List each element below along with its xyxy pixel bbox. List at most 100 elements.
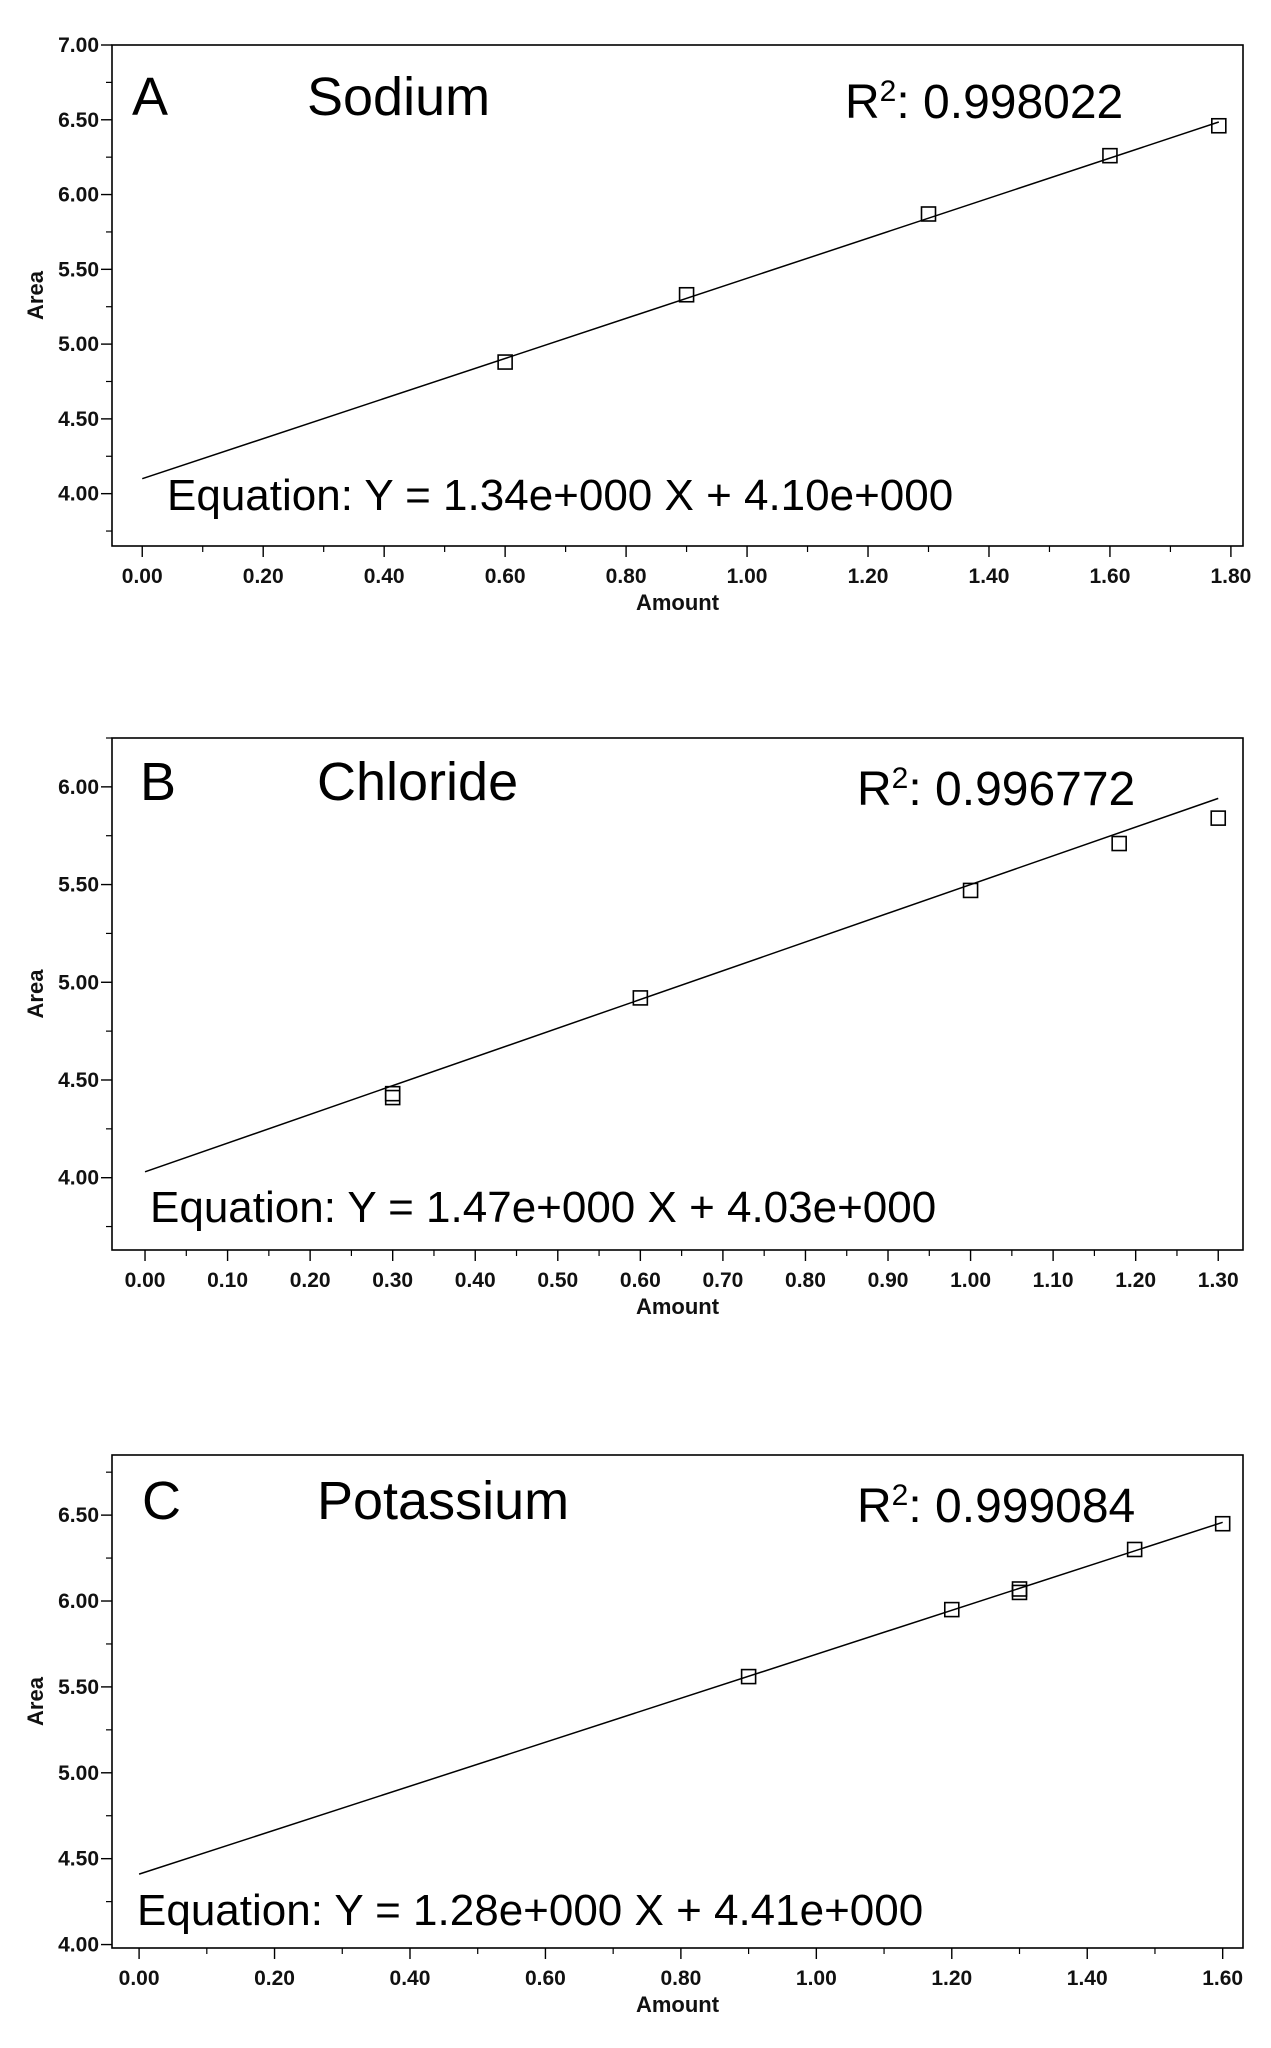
x-tick-label: 1.40 [1067,1967,1108,1990]
x-tick-label: 1.40 [969,565,1010,588]
y-tick-label: 4.50 [58,1848,99,1871]
chart-panel-a: 0.00 0.20 0.40 0.60 0.80 1.00 1.20 1.40 1.60 1.80… [23,34,1251,615]
y-tick-label: 6.00 [58,184,99,207]
panel-letter: A [132,67,168,127]
x-tick-label: 0.00 [119,1967,160,1990]
x-tick-label: 1.60 [1202,1967,1243,1990]
r-squared-superscript: 2 [892,762,909,795]
x-tick-label: 0.60 [485,565,526,588]
chart-title: Potassium [317,1471,569,1531]
x-tick-label: 0.90 [868,1269,909,1292]
data-point [678,286,695,303]
y-tick-label: 5.50 [58,258,99,281]
x-tick-label: 0.80 [606,565,647,588]
y-tick-label: 4.50 [58,408,99,431]
data-point [384,1085,401,1102]
chart-panel-b: 0.00 0.10 0.20 0.30 0.40 0.50 0.60 0.70 0.80 0.90… [23,737,1244,1319]
data-point [1211,117,1227,134]
y-tick-label: 6.00 [58,1590,99,1613]
r-squared-superscript: 2 [892,1479,909,1512]
data-point [1102,147,1118,164]
x-tick-label: 0.40 [364,565,405,588]
y-axis-title: Area [23,270,48,320]
y-tick-label: 5.00 [58,971,99,994]
data-point [1126,1541,1143,1558]
y-tick-label: 7.00 [58,34,99,57]
y-axis-title: Area [23,1676,48,1726]
r-squared-value: : 0.996772 [908,763,1135,816]
y-tick-label: 5.50 [58,874,99,897]
regression-equation: Equation: Y = 1.34e+000 X + 4.10e+000 [167,471,953,520]
data-point [384,1089,401,1106]
data-point [943,1601,960,1618]
x-axis-title: Amount [636,1992,720,2017]
y-tick-label: 6.50 [58,1504,99,1527]
data-point [632,990,649,1006]
chart-panel-c: 0.00 0.20 0.40 0.60 0.80 1.00 1.20 1.40 1.60 4.00… [23,1454,1244,2017]
x-tick-label: 0.20 [290,1269,331,1292]
x-tick-label: 0.20 [254,1967,295,1990]
data-point [1011,1584,1028,1601]
y-tick-label: 4.50 [58,1069,99,1092]
data-point [1111,835,1127,852]
y-tick-label: 5.50 [58,1676,99,1699]
x-tick-label: 1.00 [950,1269,991,1292]
x-axis-title: Amount [636,590,720,615]
y-tick-label: 4.00 [58,1167,99,1190]
x-tick-label: 0.20 [243,565,284,588]
regression-equation: Equation: Y = 1.28e+000 X + 4.41e+000 [137,1886,923,1935]
x-tick-label: 0.80 [785,1269,826,1292]
regression-line [144,797,1219,1173]
x-tick-label: 1.20 [931,1967,972,1990]
x-tick-label: 1.00 [727,565,768,588]
r-squared-value: : 0.999084 [908,1480,1135,1533]
y-tick-label: 6.50 [58,109,99,132]
data-point [1214,1515,1231,1532]
data-point [497,354,513,370]
x-tick-label: 1.20 [1115,1269,1156,1292]
panel-letter: C [142,1471,181,1531]
r-squared-annotation: R2: 0.998022 [845,75,1123,129]
r-squared-letter: R [857,763,892,816]
x-tick-label: 1.10 [1033,1269,1074,1292]
r-squared-letter: R [857,1480,892,1533]
x-tick-label: 0.30 [372,1269,413,1292]
r-squared-annotation: R2: 0.999084 [857,1479,1135,1533]
y-tick-label: 4.00 [58,483,99,506]
x-tick-label: 0.40 [390,1967,431,1990]
x-tick-label: 0.60 [620,1269,661,1292]
chart-title: Sodium [307,67,490,127]
data-point [1210,810,1227,826]
y-tick-label: 6.00 [58,776,99,799]
data-point [920,206,937,222]
chart-title: Chloride [317,752,518,812]
x-axis-title: Amount [636,1294,720,1319]
plot-frame [111,1454,1244,1949]
data-point [962,882,979,899]
x-tick-label: 0.80 [660,1967,701,1990]
x-tick-label: 0.40 [455,1269,496,1292]
y-tick-label: 4.00 [58,1934,99,1957]
x-tick-label: 0.10 [207,1269,248,1292]
r-squared-superscript: 2 [880,75,897,108]
regression-line [142,121,1220,480]
regression-line [138,1521,1223,1875]
x-tick-label: 1.60 [1090,565,1131,588]
r-squared-value: : 0.998022 [896,76,1123,129]
y-axis-title: Area [23,969,48,1019]
plot-frame [111,737,1244,1251]
panel-letter: B [140,752,176,812]
data-point [740,1668,757,1685]
x-tick-label: 1.20 [848,565,889,588]
x-tick-label: 0.00 [125,1269,166,1292]
regression-equation: Equation: Y = 1.47e+000 X + 4.03e+000 [150,1183,936,1232]
x-tick-label: 0.00 [122,565,163,588]
r-squared-annotation: R2: 0.996772 [857,762,1135,816]
r-squared-letter: R [845,76,880,129]
y-tick-label: 5.00 [58,333,99,356]
x-tick-label: 1.80 [1210,565,1251,588]
x-tick-label: 0.70 [702,1269,743,1292]
x-tick-label: 0.50 [537,1269,578,1292]
x-tick-label: 1.00 [796,1967,837,1990]
